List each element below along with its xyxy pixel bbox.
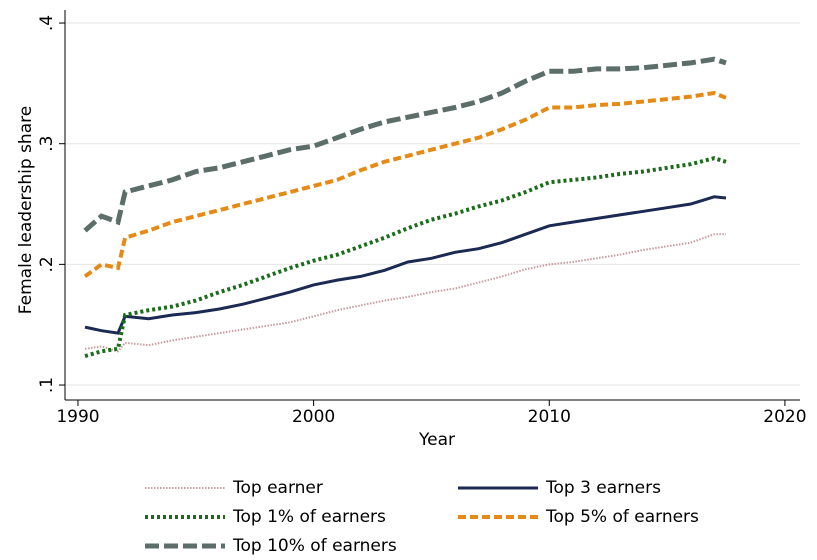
x-tick-label: 2010 xyxy=(528,407,571,427)
x-tick-label: 2020 xyxy=(763,407,806,427)
x-tick-label: 1990 xyxy=(56,407,99,427)
series-line xyxy=(84,233,726,353)
y-axis-label: Female leadership share xyxy=(16,106,36,314)
legend-label: Top 3 earners xyxy=(545,478,661,498)
series-line xyxy=(83,56,727,233)
series-line xyxy=(84,156,727,359)
y-tick-label: .1 xyxy=(37,377,57,393)
legend-label: Top 5% of earners xyxy=(545,507,699,527)
legend-label: Top earner xyxy=(232,478,323,498)
x-tick-label: 2000 xyxy=(292,407,335,427)
legend-label: Top 1% of earners xyxy=(232,507,386,527)
y-tick-label: .4 xyxy=(37,15,57,31)
y-tick-label: .3 xyxy=(37,136,57,152)
x-axis-label: Year xyxy=(418,430,455,450)
series-line xyxy=(84,195,727,335)
y-tick-label: .2 xyxy=(37,256,57,272)
legend-label: Top 10% of earners xyxy=(232,536,397,556)
series-line xyxy=(83,90,727,279)
